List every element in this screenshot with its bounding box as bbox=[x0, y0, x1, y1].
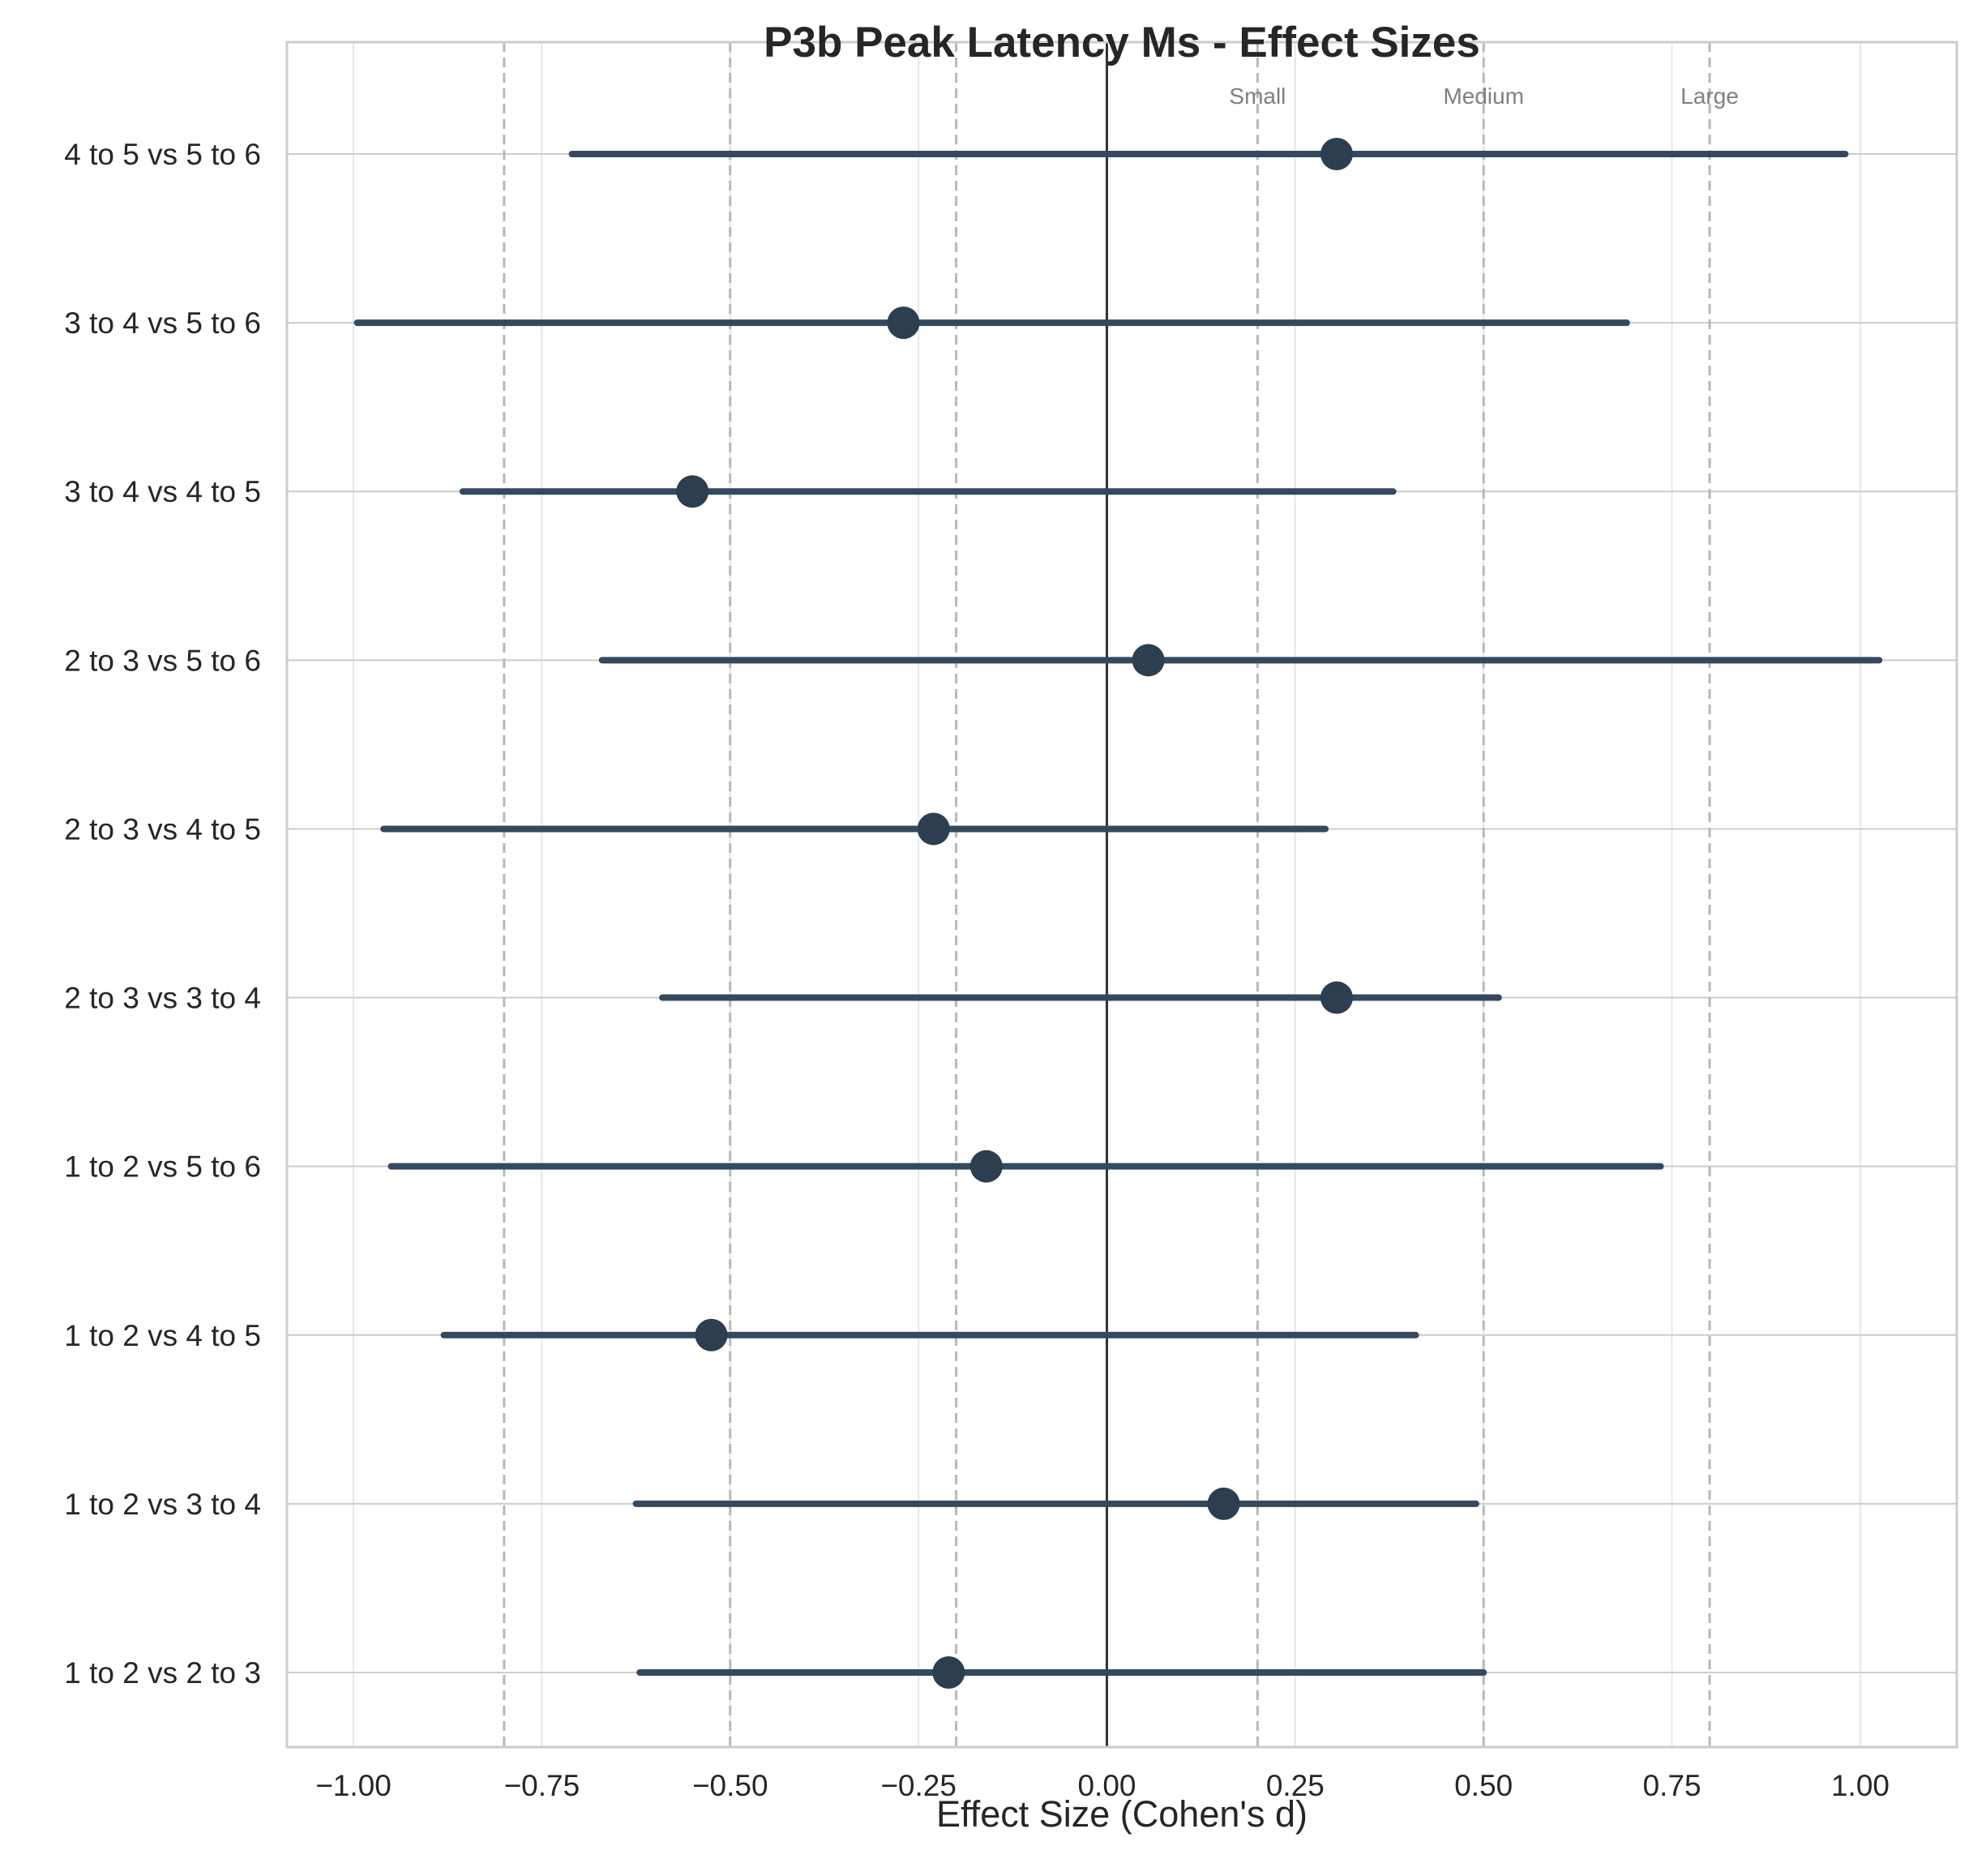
y-tick-label: 1 to 2 vs 2 to 3 bbox=[64, 1656, 261, 1690]
effect-marker bbox=[1207, 1487, 1240, 1520]
y-tick-label: 1 to 2 vs 3 to 4 bbox=[64, 1488, 261, 1521]
threshold-labels: Small Medium Large bbox=[1229, 84, 1739, 109]
threshold-label: Medium bbox=[1443, 84, 1524, 109]
x-tick-label: −1.00 bbox=[315, 1769, 392, 1802]
y-tick-label: 2 to 3 vs 4 to 5 bbox=[64, 812, 261, 846]
x-tick-label: 0.00 bbox=[1077, 1769, 1136, 1802]
confidence-interval-lines bbox=[353, 151, 1883, 1676]
y-tick-label: 2 to 3 vs 3 to 4 bbox=[64, 982, 261, 1015]
effect-marker bbox=[1132, 644, 1165, 677]
chart-title: P3b Peak Latency Ms - Effect Sizes bbox=[764, 19, 1480, 66]
x-tick-label: 0.50 bbox=[1454, 1769, 1513, 1802]
y-tick-label: 1 to 2 vs 4 to 5 bbox=[64, 1319, 261, 1352]
x-tick-label: 1.00 bbox=[1831, 1769, 1890, 1802]
x-tick-label: −0.75 bbox=[504, 1769, 580, 1802]
x-tick-label: 0.25 bbox=[1266, 1769, 1325, 1802]
threshold-label: Small bbox=[1229, 84, 1286, 109]
y-tick-label: 3 to 4 vs 4 to 5 bbox=[64, 475, 261, 508]
threshold-label: Large bbox=[1680, 84, 1739, 109]
effect-marker bbox=[887, 306, 920, 340]
y-tick-label: 2 to 3 vs 5 to 6 bbox=[64, 644, 261, 677]
y-tick-label: 4 to 5 vs 5 to 6 bbox=[64, 138, 261, 171]
x-tick-label: 0.75 bbox=[1643, 1769, 1701, 1802]
x-tick-label: −0.50 bbox=[692, 1769, 768, 1802]
effect-marker bbox=[1320, 981, 1353, 1014]
y-tick-label: 1 to 2 vs 5 to 6 bbox=[64, 1150, 261, 1184]
x-axis-label: Effect Size (Cohen's d) bbox=[936, 1793, 1307, 1835]
effect-marker bbox=[676, 475, 709, 508]
effect-size-markers bbox=[676, 138, 1353, 1689]
y-tick-label: 3 to 4 vs 5 to 6 bbox=[64, 306, 261, 340]
y-axis-ticks: 1 to 2 vs 2 to 3 1 to 2 vs 3 to 4 1 to 2 v… bbox=[64, 138, 261, 1690]
effect-marker bbox=[1320, 138, 1353, 170]
x-tick-label: −0.25 bbox=[880, 1769, 957, 1802]
effect-marker bbox=[917, 812, 950, 846]
threshold-lines bbox=[503, 42, 1711, 1747]
effect-marker bbox=[969, 1150, 1003, 1183]
plot-area-frame bbox=[285, 41, 1958, 1749]
effect-marker bbox=[695, 1318, 728, 1351]
x-axis-ticks: −1.00 −0.75 −0.50 −0.25 0.00 0.25 0.50 0.75 1.00 bbox=[315, 1769, 1890, 1802]
effect-marker bbox=[932, 1656, 965, 1689]
